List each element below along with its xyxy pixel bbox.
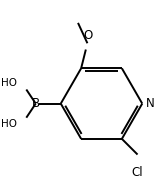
Text: HO: HO [1, 78, 17, 88]
Text: HO: HO [1, 119, 17, 129]
Text: B: B [32, 97, 40, 110]
Text: N: N [146, 97, 155, 110]
Text: Cl: Cl [132, 166, 143, 179]
Text: O: O [83, 29, 93, 43]
